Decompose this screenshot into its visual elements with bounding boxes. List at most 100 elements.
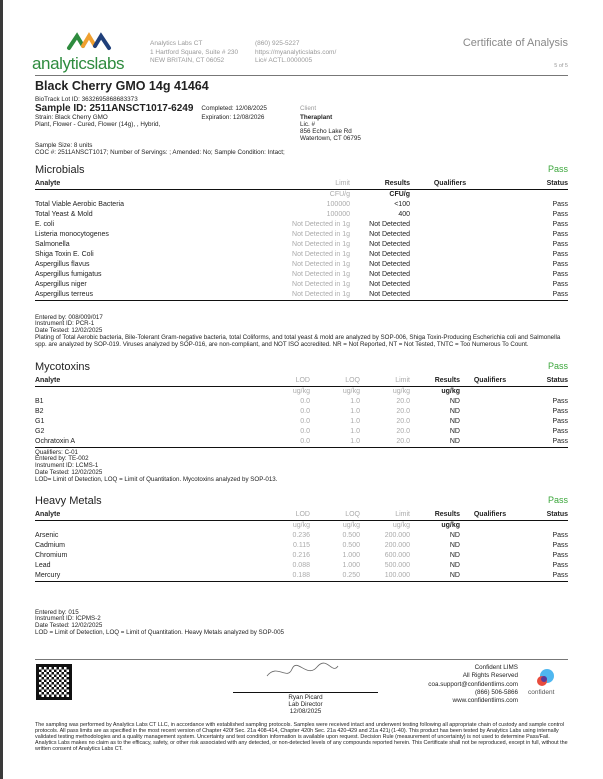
unit-cell	[460, 386, 520, 397]
table-cell: 500.000	[384, 561, 410, 569]
col-header: LOD	[260, 375, 310, 387]
table-cell: Not Detected	[369, 230, 410, 238]
table-cell: Pass	[552, 250, 568, 258]
table-cell	[460, 427, 520, 437]
table-cell: Pass	[552, 551, 568, 559]
col-header: Status	[520, 509, 568, 521]
lab-license: Lic# ACTL.0000005	[255, 57, 313, 64]
note-line: Qualifiers: C-01	[35, 448, 78, 456]
col-header: Qualifiers	[460, 375, 520, 387]
unit-cell	[520, 386, 568, 397]
table-row: Shiga Toxin E. Coli Not Detected in 1g Not…	[35, 250, 568, 260]
qr-code[interactable]	[36, 664, 72, 700]
expiration-date: Expiration: 12/08/2026	[201, 114, 265, 121]
col-header: Limit	[360, 375, 410, 387]
table-cell: 0.0	[260, 436, 310, 448]
note-line: Entered by: 015	[35, 608, 79, 616]
unit-cell	[35, 189, 265, 200]
sample-id-block: Sample ID: 2511ANSCT1017-6249 Strain: Bl…	[35, 103, 193, 128]
lims-email[interactable]: coa.support@confidentlims.com	[428, 680, 518, 688]
table-cell: 0.0	[300, 427, 310, 435]
signer-block: Ryan Picard Lab Director 12/08/2025	[233, 694, 378, 715]
table-cell: 0.500	[342, 541, 360, 549]
table-cell: 1.000	[342, 561, 360, 569]
table-cell	[460, 561, 520, 571]
table-cell: Not Detected	[369, 220, 410, 228]
table-cell	[410, 270, 490, 280]
table-cell: Pass	[552, 280, 568, 288]
table-cell: 100000	[326, 200, 350, 208]
table-cell	[460, 407, 520, 417]
table-cell: Pass	[552, 531, 568, 539]
unit-cell	[460, 520, 520, 531]
table-cell: Not Detected in 1g	[292, 280, 350, 288]
table-cell: ND	[410, 570, 460, 582]
analytics-labs-logo	[65, 30, 113, 57]
client-license: Lic. #	[300, 121, 316, 128]
header-divider	[35, 75, 568, 76]
table-row: Aspergillus niger Not Detected in 1g Not D…	[35, 280, 568, 290]
unit-cell	[35, 386, 260, 397]
table-cell: Not Detected	[369, 240, 410, 248]
table-cell: Not Detected in 1g	[292, 230, 350, 238]
table-cell: Total Yeast & Mold	[35, 210, 93, 218]
table-cell: 1.0	[310, 436, 360, 448]
table-cell: 20.0	[396, 397, 410, 405]
unit-cell	[410, 189, 490, 200]
lab-address-2: NEW BRITAIN, CT 06052	[150, 57, 225, 64]
table-cell	[410, 289, 490, 301]
col-header: Results	[350, 178, 410, 190]
doc-title: Certificate of Analysis	[462, 37, 568, 49]
col-header: Limit	[265, 178, 350, 190]
lims-rights: All Rights Reserved	[462, 672, 518, 680]
product-type: Plant, Flower - Cured, Flower (14g), , H…	[35, 121, 161, 128]
table-cell: Pass	[552, 230, 568, 238]
microbials-table: Analyte Limit Results Qualifiers Status …	[35, 178, 568, 301]
note-line: Date Tested: 12/02/2025	[35, 327, 103, 335]
table-cell: Pass	[552, 397, 568, 405]
table-row: Aspergillus flavus Not Detected in 1g Not …	[35, 260, 568, 270]
table-cell: 1.0	[350, 417, 360, 425]
mycotoxins-section: Mycotoxins Pass Analyte LOD LOQ Limit Results…	[35, 361, 568, 483]
table-cell: 200.000	[384, 541, 410, 549]
table-cell: 200.000	[384, 531, 410, 539]
table-cell: Listeria monocytogenes	[35, 230, 109, 238]
lab-website[interactable]: https://myanalyticslabs.com/	[255, 48, 337, 56]
table-cell	[410, 280, 490, 290]
heavy-metals-notes: Entered by: 015 Instrument ID: ICPMS-2 Dat…	[35, 608, 568, 637]
table-cell: 600.000	[384, 551, 410, 559]
confident-logo-icon	[537, 669, 554, 686]
table-cell: Arsenic	[35, 531, 59, 539]
table-cell: 20.0	[360, 436, 410, 448]
table-cell: Pass	[552, 561, 568, 569]
table-cell: 1.000	[342, 551, 360, 559]
unit-cell: ug/kg	[392, 387, 410, 395]
table-cell: 0.188	[260, 570, 310, 582]
table-cell: Pass	[520, 570, 568, 582]
dates-block: Completed: 12/08/2025 Expiration: 12/08/…	[201, 103, 266, 121]
lims-name: Confident LIMS	[474, 664, 518, 671]
col-header: Qualifiers	[460, 509, 520, 521]
viewer-edge	[0, 0, 3, 779]
table-row: E. coli Not Detected in 1g Not Detected Pas…	[35, 220, 568, 230]
completed-date: Completed: 12/08/2025	[201, 105, 267, 112]
table-cell: Mercury	[35, 570, 260, 582]
sample-id-row: Sample ID: 2511ANSCT1017-6249 Strain: Bl…	[35, 103, 267, 128]
table-row: B1 0.0 1.0 20.0 ND Pass	[35, 397, 568, 407]
table-cell: 400	[398, 210, 410, 218]
table-cell	[410, 200, 490, 210]
table-row: G2 0.0 1.0 20.0 ND Pass	[35, 427, 568, 437]
table-cell: ND	[449, 531, 460, 539]
table-cell: 0.115	[293, 541, 310, 549]
table-cell: ND	[449, 397, 460, 405]
microbials-section: Microbials Pass Analyte Limit Results Qua…	[35, 164, 568, 348]
lims-website[interactable]: www.confidentlims.com	[452, 697, 518, 705]
table-cell: Pass	[552, 407, 568, 415]
table-cell: 20.0	[396, 407, 410, 415]
table-cell: 20.0	[396, 417, 410, 425]
client-block: Client Theraplant Lic. # 856 Echo Lake R…	[300, 105, 361, 142]
table-cell: Pass	[552, 220, 568, 228]
col-header: LOD	[260, 509, 310, 521]
table-cell: Not Detected in 1g	[292, 240, 350, 248]
col-header: LOQ	[310, 375, 360, 387]
